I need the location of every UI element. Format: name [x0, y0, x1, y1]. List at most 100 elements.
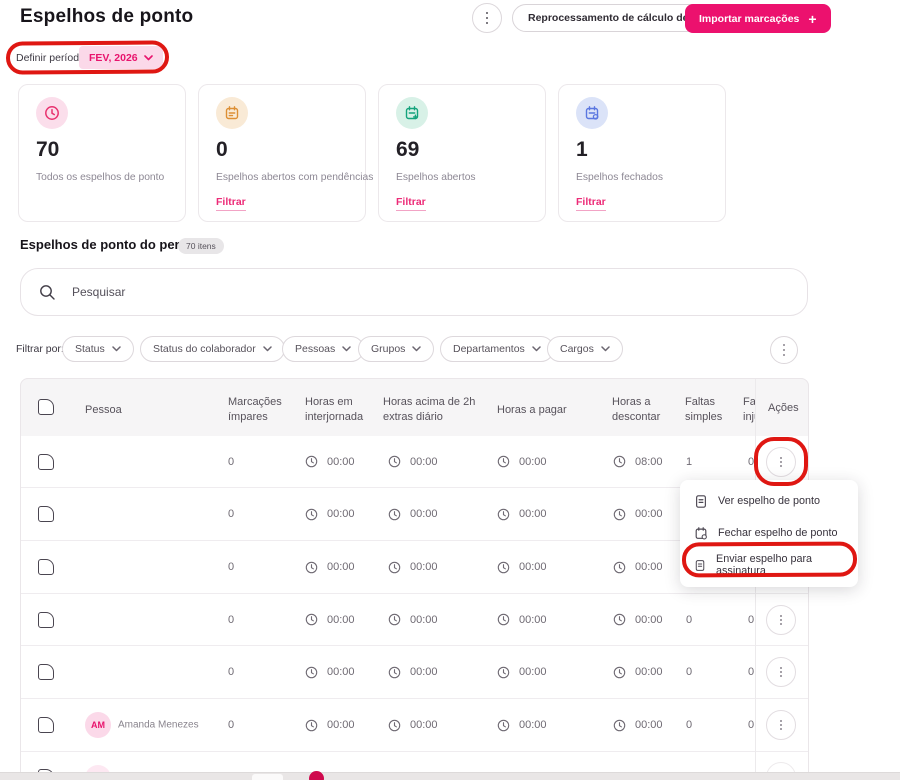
clock-icon [388, 719, 401, 731]
bottom-bar-dot [309, 771, 324, 780]
search-icon [40, 284, 55, 300]
col-acoes: Ações [768, 402, 799, 414]
clock-icon [497, 508, 510, 520]
calendar-pending-icon [216, 97, 248, 129]
menu-item-ver-espelho[interactable]: Ver espelho de ponto [680, 485, 858, 517]
card-open-pending: 0 Espelhos abertos com pendências Filtra… [198, 84, 374, 222]
clock-icon [497, 561, 510, 573]
import-markings-button[interactable]: Importar marcações + [685, 4, 831, 33]
card-count: 69 [396, 138, 420, 161]
card-open: 69 Espelhos abertos Filtrar [378, 84, 546, 222]
card-filter-link[interactable]: Filtrar [396, 196, 426, 211]
chevron-down-icon [412, 346, 422, 352]
clock-icon [305, 719, 318, 731]
table-row: 0 00:00 00:00 00:00 00:00 0 0 [20, 646, 809, 699]
period-selector[interactable]: FEV, 2026 [79, 46, 163, 69]
import-markings-label: Importar marcações [699, 12, 800, 25]
menu-item-fechar-espelho[interactable]: Fechar espelho de ponto [680, 517, 858, 549]
clock-icon [497, 455, 510, 468]
row-checkbox[interactable] [38, 664, 54, 680]
person-name: Amanda Menezes [118, 719, 199, 731]
card-count: 70 [36, 138, 60, 161]
row-actions-button[interactable] [766, 657, 796, 687]
menu-item-enviar-assinatura[interactable]: Enviar espelho para assinatura [680, 549, 858, 581]
section-title: Espelhos de ponto do período [20, 237, 208, 252]
card-filter-link[interactable]: Filtrar [576, 196, 606, 211]
clock-icon [388, 455, 401, 468]
clock-icon [305, 613, 318, 626]
clock-icon [36, 97, 68, 129]
clock-icon [305, 508, 318, 520]
table-header: Pessoa Marcações ímpares Horas em interjor… [20, 378, 809, 436]
card-all-timesheets: 70 Todos os espelhos de ponto [18, 84, 186, 222]
page-title: Espelhos de ponto [20, 6, 194, 27]
document-icon [696, 494, 706, 508]
clock-icon [497, 613, 510, 626]
clock-icon [613, 666, 626, 678]
chevron-down-icon [532, 346, 541, 352]
select-all-checkbox[interactable] [38, 399, 54, 415]
chevron-down-icon [262, 346, 272, 352]
filter-more-actions-button[interactable] [770, 336, 798, 364]
calendar-plus-icon [396, 97, 428, 129]
filter-departamentos[interactable]: Departamentos [440, 336, 554, 362]
filter-by-label: Filtrar por: [16, 343, 64, 355]
col-horas-pagar: Horas a pagar [497, 404, 567, 416]
calendar-closed-icon [576, 97, 608, 129]
period-label: Definir período: [16, 52, 88, 64]
chevron-down-icon [143, 54, 153, 60]
clock-icon [388, 613, 401, 626]
clock-icon [497, 666, 510, 678]
card-label: Espelhos abertos com pendências [216, 172, 374, 183]
card-count: 1 [576, 138, 588, 161]
table-row: 0 00:00 00:00 00:00 00:00 0 0 [20, 594, 809, 646]
clock-icon [613, 561, 626, 573]
clock-icon [388, 508, 401, 520]
clock-icon [388, 561, 401, 573]
search-input[interactable] [70, 284, 570, 300]
col-pessoa: Pessoa [85, 404, 122, 416]
clock-icon [613, 508, 626, 520]
period-value: FEV, 2026 [89, 51, 138, 64]
card-label: Todos os espelhos de ponto [36, 172, 165, 183]
card-count: 0 [216, 138, 228, 161]
clock-icon [305, 561, 318, 573]
filter-pessoas[interactable]: Pessoas [282, 336, 365, 362]
filter-status[interactable]: Status [62, 336, 134, 362]
avatar: AM [85, 712, 111, 738]
clock-icon [305, 666, 318, 678]
filter-cargos[interactable]: Cargos [547, 336, 623, 362]
filter-status-colaborador[interactable]: Status do colaborador [140, 336, 285, 362]
table-row: AM Amanda Menezes 0 00:00 00:00 00:00 00… [20, 699, 809, 752]
row-actions-button[interactable] [766, 710, 796, 740]
card-filter-link[interactable]: Filtrar [216, 196, 246, 211]
chevron-down-icon [601, 346, 610, 352]
row-checkbox[interactable] [38, 612, 54, 628]
calendar-close-icon [695, 526, 707, 539]
card-label: Espelhos fechados [576, 172, 664, 183]
header-more-actions-button[interactable] [472, 3, 502, 33]
col-marcacoes-impares: Marcações ímpares [228, 396, 282, 423]
row-checkbox[interactable] [38, 559, 54, 575]
items-count-badge: 70 itens [178, 238, 224, 254]
row-actions-button[interactable] [766, 447, 796, 477]
table-row: 0 00:00 00:00 00:00 08:00 1 0 [20, 436, 809, 488]
row-checkbox[interactable] [38, 717, 54, 733]
row-actions-button[interactable] [766, 605, 796, 635]
filter-grupos[interactable]: Grupos [358, 336, 435, 362]
actions-column-header: Ações [756, 378, 809, 436]
clock-icon [613, 613, 626, 626]
document-icon [695, 559, 705, 571]
row-checkbox[interactable] [38, 454, 54, 470]
clock-icon [305, 455, 318, 468]
clock-icon [613, 719, 626, 731]
row-checkbox[interactable] [38, 506, 54, 522]
clock-icon [613, 455, 626, 468]
chevron-down-icon [112, 346, 121, 352]
reprocess-hours-label: Reprocessamento de cálculo de horas [528, 12, 720, 24]
clock-icon [388, 666, 401, 678]
clock-icon [497, 719, 510, 731]
timesheets-table: Pessoa Marcações ímpares Horas em interjor… [20, 378, 809, 780]
col-faltas-simples: Faltas simples [685, 396, 723, 423]
